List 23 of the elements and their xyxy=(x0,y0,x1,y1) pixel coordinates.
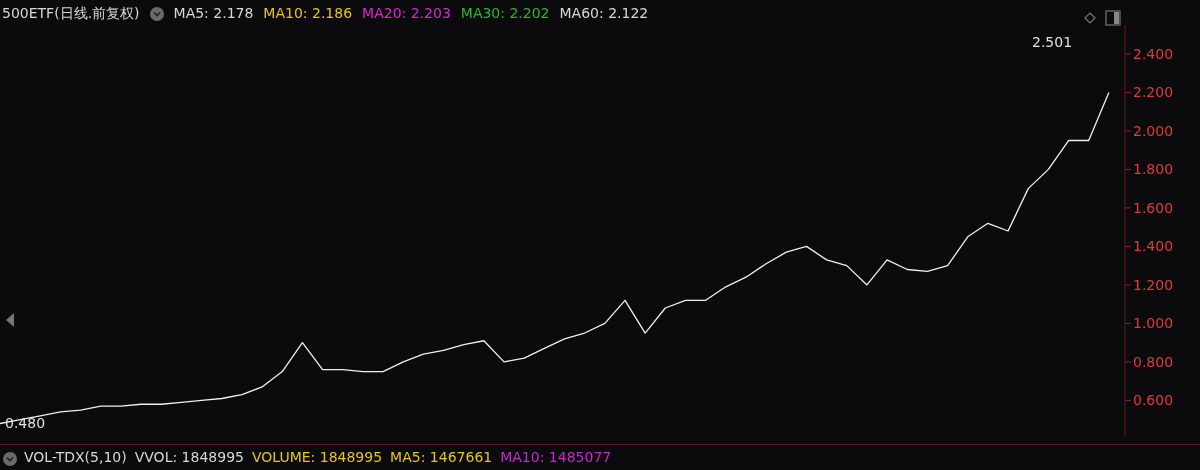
annotation: 0.480 xyxy=(5,415,46,432)
y-tick-label: 1.800 xyxy=(1133,161,1174,178)
y-tick-label: 2.000 xyxy=(1133,122,1174,139)
text: VVOL: 1848995 xyxy=(134,449,244,465)
text: VOL-TDX(5,10) xyxy=(24,449,127,465)
y-tick-label: 0.800 xyxy=(1133,353,1174,370)
y-tick-label: 1.600 xyxy=(1133,199,1174,216)
text: MA60: 2.122 xyxy=(559,5,649,23)
text: MA5: 2.178 xyxy=(173,5,254,23)
text: MA10: 2.186 xyxy=(263,5,353,23)
y-tick-label: 2.400 xyxy=(1133,45,1174,62)
chart-title: 500ETF(日线.前复权) xyxy=(2,5,140,23)
y-tick-label: 2.200 xyxy=(1133,84,1174,101)
y-tick-label: 1.000 xyxy=(1133,315,1174,332)
text: MA30: 2.202 xyxy=(460,5,550,23)
annotation: 2.501 xyxy=(1032,34,1073,50)
y-tick-label: 1.200 xyxy=(1133,276,1174,293)
y-tick-label: 0.600 xyxy=(1133,392,1174,409)
y-tick-label: 1.400 xyxy=(1133,238,1174,255)
text: VOLUME: 1848995 xyxy=(251,449,383,465)
text: MA10: 1485077 xyxy=(500,449,612,465)
text: MA20: 2.203 xyxy=(362,5,451,23)
text: MA5: 1467661 xyxy=(390,449,493,465)
